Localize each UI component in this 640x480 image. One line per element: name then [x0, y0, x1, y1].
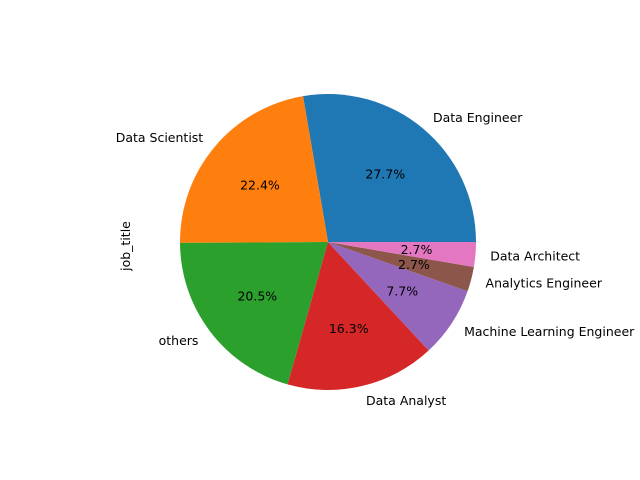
- pie-slice-others: [180, 242, 328, 385]
- category-label-data-analyst: Data Analyst: [366, 393, 446, 408]
- percent-labels: 27.7% 22.4% 20.5% 16.3% 7.7% 2.7%2.7%: [237, 167, 432, 336]
- category-label-analytics-engineer: Analytics Engineer: [486, 275, 603, 290]
- percent-label-data-scientist: 22.4%: [240, 177, 280, 192]
- percent-label-analytics-engineer: 2.7%: [398, 257, 430, 272]
- category-label-data-engineer: Data Engineer: [433, 110, 523, 125]
- category-label-data-scientist: Data Scientist: [116, 130, 204, 145]
- percent-label-machine-learning-engineer: 7.7%: [386, 283, 418, 298]
- category-labels: Data Engineer Data Scientist others Data An…: [116, 110, 635, 408]
- pie-slice-data-engineer: [303, 94, 476, 242]
- category-label-data-architect: Data Architect: [490, 248, 580, 263]
- percent-label-data-analyst: 16.3%: [329, 321, 369, 336]
- y-axis-label: job_title: [118, 221, 133, 272]
- percent-label-data-engineer: 27.7%: [365, 167, 405, 182]
- percent-label-data-architect: 2.7%: [401, 242, 433, 257]
- pie-slice-data-analyst: [287, 242, 429, 390]
- pie-slice-machine-learning-engineer: [328, 242, 468, 351]
- category-label-machine-learning-engineer: Machine Learning Engineer: [464, 324, 635, 339]
- pie-slice-data-scientist: [180, 96, 328, 243]
- percent-label-others: 20.5%: [237, 288, 277, 303]
- pie-slices: [180, 94, 476, 390]
- pie-slice-analytics-engineer: [328, 242, 474, 292]
- category-label-others: others: [159, 333, 199, 348]
- pie-slice-data-architect: [328, 242, 476, 267]
